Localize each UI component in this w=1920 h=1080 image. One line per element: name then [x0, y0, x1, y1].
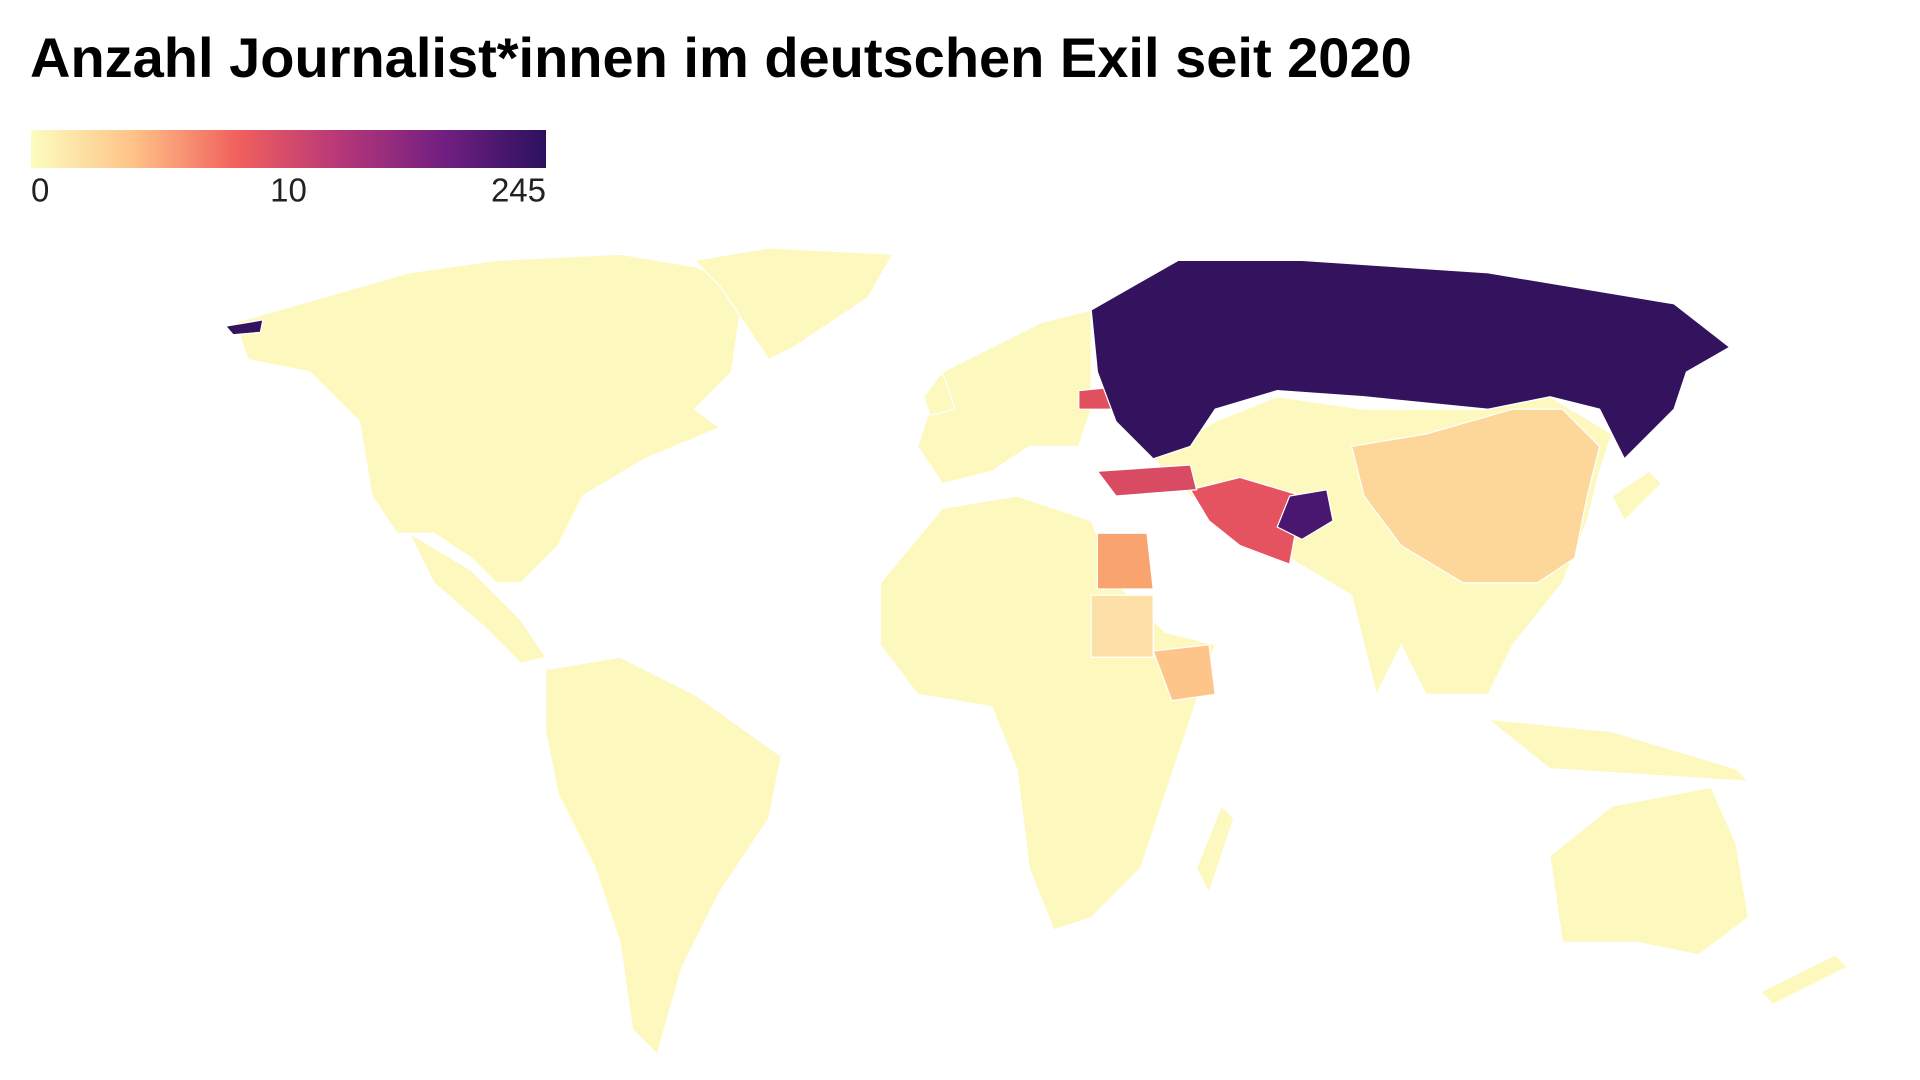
greenland — [693, 247, 894, 361]
africa — [879, 495, 1216, 931]
central-america — [407, 531, 547, 665]
south-america — [544, 656, 782, 1056]
sudan-region — [1090, 594, 1154, 658]
legend-tick-label: 0 — [31, 172, 49, 209]
iran-region — [1189, 476, 1303, 566]
china-region — [1350, 408, 1601, 584]
legend-tick-label: 245 — [491, 172, 546, 209]
australia — [1549, 786, 1750, 956]
ethiopia-region — [1152, 644, 1216, 702]
legend-tick-label: 10 — [270, 172, 307, 209]
uk — [923, 370, 956, 417]
madagascar — [1195, 804, 1235, 895]
russia-region — [1090, 259, 1731, 460]
new-zealand — [1759, 954, 1849, 1006]
color-bar — [31, 130, 546, 168]
japan — [1611, 470, 1663, 522]
north-america — [234, 253, 745, 584]
egypt-region — [1096, 532, 1154, 590]
alaska-region — [224, 319, 264, 336]
map-title: Anzahl Journalist*innen im deutschen Exi… — [30, 26, 1412, 89]
world-map — [224, 247, 1849, 1056]
turkey-region — [1096, 464, 1198, 497]
afghanistan-region — [1276, 489, 1334, 541]
southeast-asia-islands — [1485, 718, 1750, 782]
